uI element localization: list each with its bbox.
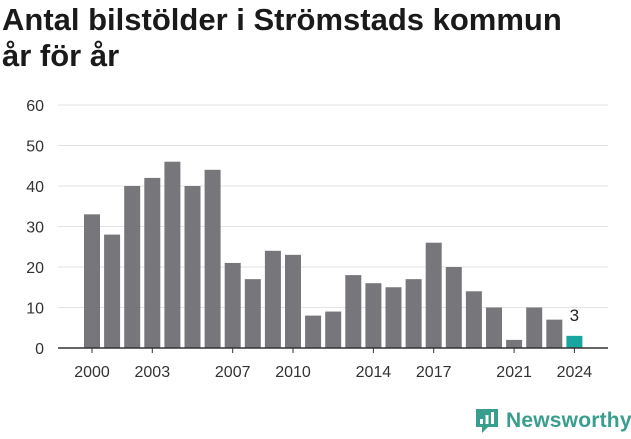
y-tick-label-60: 60 <box>26 98 44 115</box>
bar-2021 <box>506 339 523 348</box>
bar-2001 <box>104 234 121 348</box>
chart-title-line-1: Antal bilstölder i Strömstads kommun <box>2 2 562 37</box>
bar-2016 <box>405 279 422 348</box>
y-tick-label-0: 0 <box>35 341 44 358</box>
bar-2022 <box>526 307 543 348</box>
y-tick-label-20: 20 <box>26 260 44 277</box>
x-tick-label-2017: 2017 <box>416 364 452 381</box>
data-label-2024: 3 <box>570 306 579 325</box>
y-axis-tick-labels: 0 10 20 30 40 50 60 <box>26 98 44 358</box>
bar-2004 <box>164 161 181 348</box>
x-tick-label-2021: 2021 <box>496 364 532 381</box>
bar-2014 <box>365 283 382 348</box>
bar-2013 <box>345 275 362 348</box>
x-tick-label-2003: 2003 <box>135 364 171 381</box>
chart-title: Antal bilstölder i Strömstads kommun år … <box>2 2 627 74</box>
data-labels: 3 <box>570 306 579 325</box>
y-tick-label-10: 10 <box>26 301 44 318</box>
bar-2002 <box>124 186 141 348</box>
bar-2024 <box>566 335 583 348</box>
bar-2003 <box>144 177 161 348</box>
y-tick-label-30: 30 <box>26 220 44 237</box>
y-tick-label-40: 40 <box>26 179 44 196</box>
bar-2000 <box>84 214 100 348</box>
x-tick-label-2014: 2014 <box>356 364 392 381</box>
x-axis: 2000 2003 2007 2010 2014 2017 2021 2024 <box>58 347 608 381</box>
bar-2011 <box>305 315 322 348</box>
bar-2023 <box>546 319 563 348</box>
newsworthy-brand: Newsworthy <box>474 407 631 435</box>
newsworthy-logo-icon <box>476 409 498 433</box>
x-tick-label-2024: 2024 <box>557 364 593 381</box>
bar-2020 <box>486 307 502 348</box>
bar-2017 <box>425 242 442 348</box>
x-tick-label-2007: 2007 <box>215 364 251 381</box>
bars <box>84 161 583 348</box>
bar-2009 <box>264 250 281 348</box>
bar-2010 <box>285 254 301 348</box>
bar-2012 <box>325 311 342 348</box>
bar-2006 <box>204 169 221 348</box>
bar-2008 <box>244 279 261 348</box>
x-tick-label-2010: 2010 <box>275 364 311 381</box>
x-tick-label-2000: 2000 <box>74 364 110 381</box>
gridlines <box>58 104 608 308</box>
bar-2005 <box>184 186 201 348</box>
bar-2015 <box>385 287 402 348</box>
brand-name: Newsworthy <box>506 409 631 432</box>
y-tick-label-50: 50 <box>26 139 44 156</box>
bar-2018 <box>445 267 462 348</box>
bar-2019 <box>465 291 482 348</box>
chart-title-line-2: år för år <box>2 38 120 73</box>
bar-2007 <box>224 262 241 348</box>
